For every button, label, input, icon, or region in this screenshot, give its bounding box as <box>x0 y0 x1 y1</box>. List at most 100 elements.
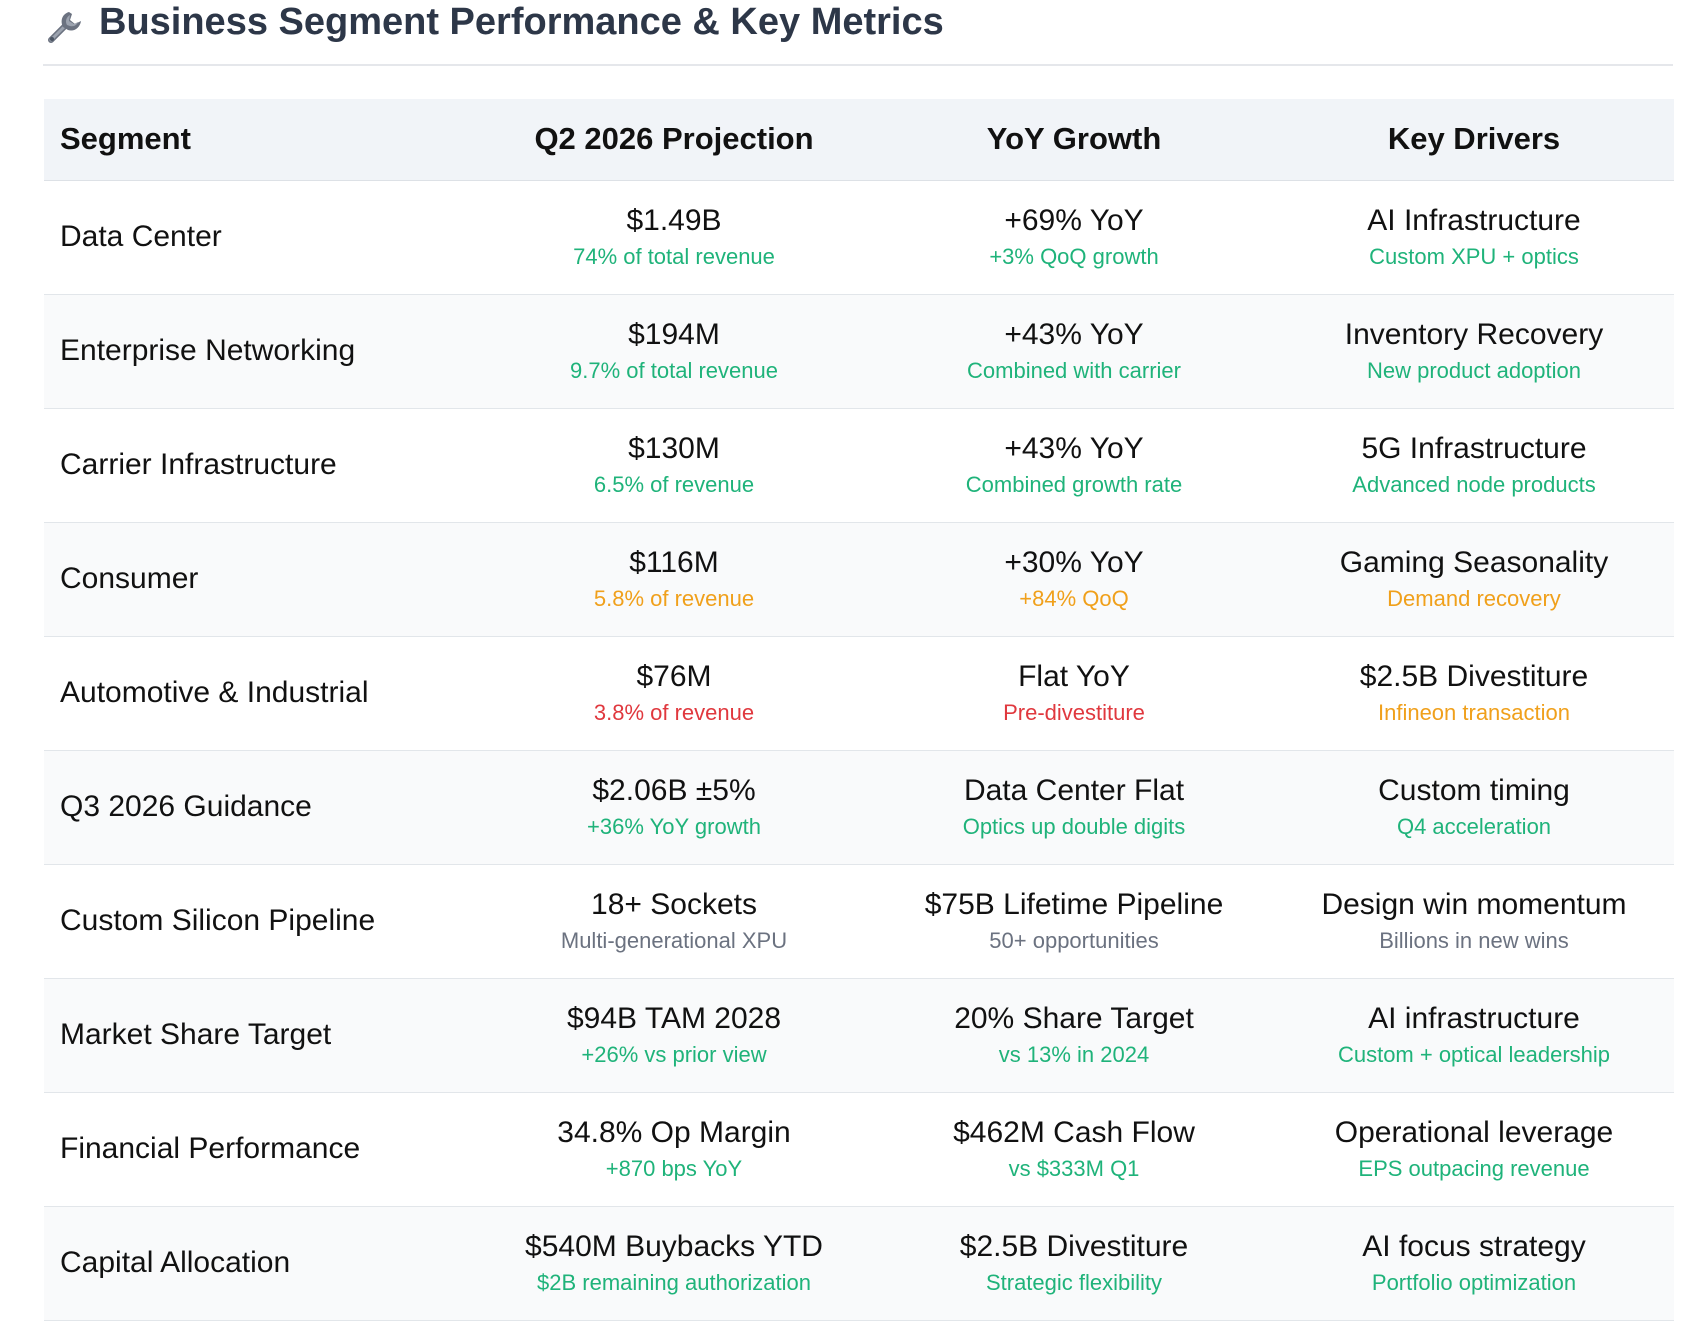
cell-drivers-note: EPS outpacing revenue <box>1358 1156 1590 1181</box>
cell-drivers-note: Custom + optical leadership <box>1337 1042 1611 1067</box>
cell-growth-note: Combined growth rate <box>965 472 1183 497</box>
cell-growth-value: 20% Share Target <box>954 1002 1194 1035</box>
cell-growth: +43% YoY Combined growth rate <box>874 408 1274 522</box>
cell-projection-note: 6.5% of revenue <box>593 472 755 497</box>
cell-drivers-value: 5G Infrastructure <box>1361 432 1587 465</box>
cell-growth-note: Pre-divestiture <box>1003 700 1145 725</box>
cell-projection-note: $2B remaining authorization <box>537 1270 811 1295</box>
cell-drivers-value: Inventory Recovery <box>1344 318 1604 351</box>
cell-projection: $76M 3.8% of revenue <box>474 636 874 750</box>
table-header-row: Segment Q2 2026 Projection YoY Growth Ke… <box>44 99 1674 181</box>
cell-drivers: $2.5B Divestiture Infineon transaction <box>1274 636 1674 750</box>
cell-growth-value: +43% YoY <box>1004 318 1144 351</box>
cell-segment: Carrier Infrastructure <box>60 448 337 481</box>
cell-growth-value: +30% YoY <box>1004 546 1144 579</box>
cell-projection-value: $130M <box>628 432 720 465</box>
cell-growth-value: Flat YoY <box>1018 660 1130 693</box>
cell-growth-note: Strategic flexibility <box>985 1270 1163 1295</box>
cell-projection-note: +26% vs prior view <box>581 1042 767 1067</box>
cell-segment: Market Share Target <box>60 1018 332 1051</box>
cell-growth-value: +69% YoY <box>1004 204 1144 237</box>
table-row: Consumer $116M 5.8% of revenue +30% YoY +84%… <box>44 522 1674 636</box>
cell-growth-value: $2.5B Divestiture <box>959 1230 1189 1263</box>
cell-projection-note: +870 bps YoY <box>605 1156 743 1181</box>
cell-projection-note: 5.8% of revenue <box>593 586 755 611</box>
cell-segment: Data Center <box>60 220 222 253</box>
cell-projection: $94B TAM 2028 +26% vs prior view <box>474 978 874 1092</box>
table-row: Enterprise Networking $194M 9.7% of total … <box>44 294 1674 408</box>
cell-growth-value: $75B Lifetime Pipeline <box>924 888 1224 921</box>
cell-growth-value: $462M Cash Flow <box>953 1116 1195 1149</box>
column-header-segment: Segment <box>44 99 474 181</box>
cell-drivers: Gaming Seasonality Demand recovery <box>1274 522 1674 636</box>
cell-projection-note: 3.8% of revenue <box>593 700 755 725</box>
cell-drivers-value: Design win momentum <box>1321 888 1627 921</box>
cell-growth-note: +3% QoQ growth <box>989 244 1159 269</box>
cell-growth-note: Combined with carrier <box>967 358 1181 383</box>
cell-projection-value: $94B TAM 2028 <box>566 1002 782 1035</box>
column-header-growth: YoY Growth <box>874 99 1274 181</box>
table-row: Data Center $1.49B 74% of total revenue +69… <box>44 180 1674 294</box>
cell-drivers-note: Q4 acceleration <box>1396 814 1552 839</box>
table-body: Data Center $1.49B 74% of total revenue +69… <box>44 180 1674 1320</box>
cell-projection-note: Multi-generational XPU <box>560 928 788 953</box>
cell-projection: $194M 9.7% of total revenue <box>474 294 874 408</box>
cell-growth: $75B Lifetime Pipeline 50+ opportunities <box>874 864 1274 978</box>
cell-growth-note: vs $333M Q1 <box>1008 1156 1140 1181</box>
cell-drivers: Operational leverage EPS outpacing revenu… <box>1274 1092 1674 1206</box>
column-header-projection: Q2 2026 Projection <box>474 99 874 181</box>
cell-drivers: AI infrastructure Custom + optical leader… <box>1274 978 1674 1092</box>
cell-projection-value: $194M <box>628 318 720 351</box>
cell-drivers-value: Custom timing <box>1378 774 1570 807</box>
cell-projection: $1.49B 74% of total revenue <box>474 180 874 294</box>
cell-projection-note: 9.7% of total revenue <box>570 358 778 383</box>
cell-drivers-value: $2.5B Divestiture <box>1359 660 1589 693</box>
page-title: Business Segment Performance & Key Metri… <box>99 1 944 43</box>
cell-drivers: Custom timing Q4 acceleration <box>1274 750 1674 864</box>
cell-projection-value: 34.8% Op Margin <box>557 1116 791 1149</box>
cell-projection: $2.06B ±5% +36% YoY growth <box>474 750 874 864</box>
cell-projection: $116M 5.8% of revenue <box>474 522 874 636</box>
cell-growth: $462M Cash Flow vs $333M Q1 <box>874 1092 1274 1206</box>
table-row: Capital Allocation $540M Buybacks YTD $2B … <box>44 1206 1674 1320</box>
column-header-drivers: Key Drivers <box>1274 99 1674 181</box>
cell-projection: 18+ Sockets Multi-generational XPU <box>474 864 874 978</box>
cell-drivers-value: Gaming Seasonality <box>1339 546 1609 579</box>
cell-drivers-note: Demand recovery <box>1387 586 1561 611</box>
table-row: Carrier Infrastructure $130M 6.5% of reven… <box>44 408 1674 522</box>
cell-drivers-value: Operational leverage <box>1334 1116 1614 1149</box>
cell-projection-value: $116M <box>629 546 719 579</box>
cell-drivers-note: New product adoption <box>1366 358 1582 383</box>
cell-drivers-note: Custom XPU + optics <box>1369 244 1579 269</box>
cell-growth: Flat YoY Pre-divestiture <box>874 636 1274 750</box>
cell-projection: $130M 6.5% of revenue <box>474 408 874 522</box>
cell-growth-note: vs 13% in 2024 <box>998 1042 1150 1067</box>
cell-drivers-value: AI infrastructure <box>1368 1002 1580 1035</box>
cell-segment: Automotive & Industrial <box>60 676 369 709</box>
cell-projection: 34.8% Op Margin +870 bps YoY <box>474 1092 874 1206</box>
cell-growth: $2.5B Divestiture Strategic flexibility <box>874 1206 1274 1320</box>
cell-growth-note: Optics up double digits <box>962 814 1186 839</box>
section-header: Business Segment Performance & Key Metri… <box>43 0 1673 66</box>
cell-segment: Financial Performance <box>60 1132 361 1165</box>
cell-drivers-note: Infineon transaction <box>1377 700 1571 725</box>
table-row: Q3 2026 Guidance $2.06B ±5% +36% YoY growt… <box>44 750 1674 864</box>
cell-drivers-note: Advanced node products <box>1352 472 1596 497</box>
table-row: Custom Silicon Pipeline 18+ Sockets Multi-… <box>44 864 1674 978</box>
cell-projection-value: $1.49B <box>626 204 722 237</box>
cell-projection-value: 18+ Sockets <box>591 888 757 921</box>
cell-segment: Consumer <box>60 562 199 595</box>
metrics-table: Segment Q2 2026 Projection YoY Growth Ke… <box>44 99 1674 1321</box>
cell-growth: 20% Share Target vs 13% in 2024 <box>874 978 1274 1092</box>
cell-projection-note: +36% YoY growth <box>587 814 761 839</box>
cell-projection-value: $540M Buybacks YTD <box>525 1230 823 1263</box>
cell-drivers-value: AI Infrastructure <box>1367 204 1581 237</box>
table-row: Market Share Target $94B TAM 2028 +26% vs … <box>44 978 1674 1092</box>
cell-segment: Enterprise Networking <box>60 334 356 367</box>
cell-growth-note: 50+ opportunities <box>989 928 1159 953</box>
cell-projection-note: 74% of total revenue <box>573 244 775 269</box>
cell-drivers-note: Billions in new wins <box>1379 928 1569 953</box>
cell-growth: +30% YoY +84% QoQ <box>874 522 1274 636</box>
cell-drivers: 5G Infrastructure Advanced node products <box>1274 408 1674 522</box>
